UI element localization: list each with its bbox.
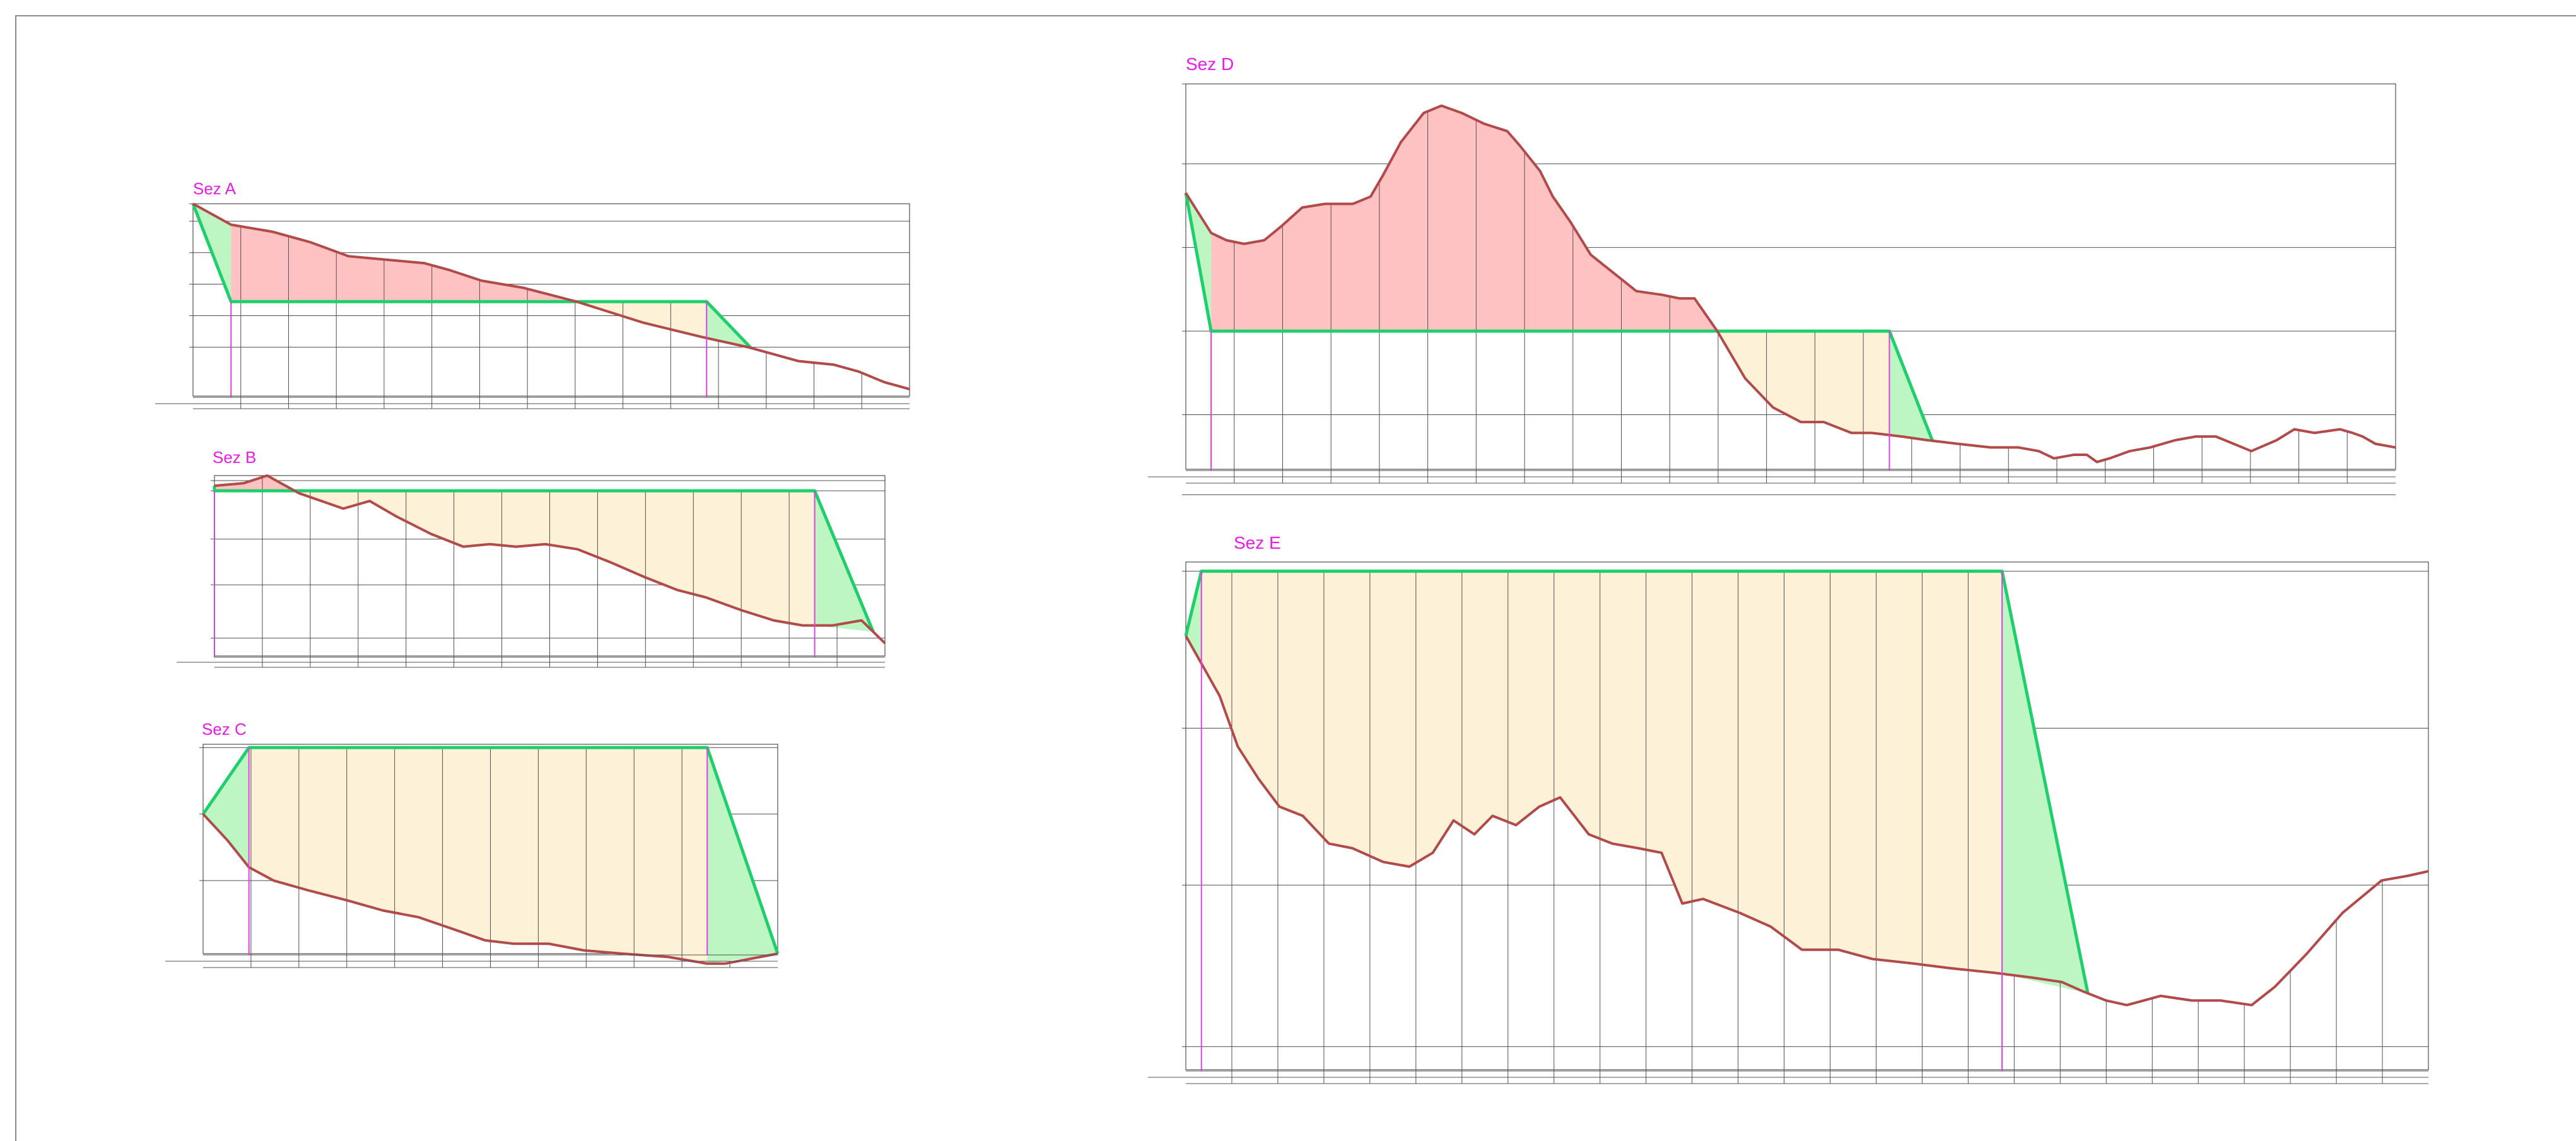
fill-area	[1201, 571, 2003, 974]
ground-profile-line	[202, 813, 778, 965]
project-profile-line	[213, 486, 875, 633]
section-b: Sez B	[177, 448, 886, 668]
drawing-frame	[15, 15, 2576, 1141]
ground-profile-line	[214, 474, 886, 645]
project-profile-line	[201, 746, 780, 954]
ground-profile-line	[1185, 635, 2429, 1007]
left-embankment	[203, 747, 249, 867]
section-a: Sez A	[155, 179, 910, 409]
section-title: Sez B	[213, 448, 256, 467]
section-c: Sez C	[165, 720, 780, 968]
section-e: Sez E	[1148, 533, 2429, 1084]
ground-profile-line	[1185, 104, 2396, 464]
section-title: Sez C	[202, 720, 247, 739]
fill-area	[249, 747, 708, 964]
cut-area	[231, 225, 707, 302]
section-title: Sez D	[1186, 54, 1234, 74]
section-title: Sez E	[1234, 533, 1281, 553]
project-profile-line	[1184, 192, 1935, 442]
section-d: Sez D	[1148, 54, 2396, 495]
project-profile-line	[1184, 570, 2090, 994]
fill-area	[1211, 331, 1890, 435]
fill-area	[231, 301, 707, 338]
fill-area	[214, 491, 815, 626]
cut-area	[1211, 105, 1890, 331]
project-profile-line	[191, 203, 752, 349]
section-title: Sez A	[193, 179, 237, 198]
plot-frame	[1185, 561, 2429, 1070]
ground-profile-line	[192, 202, 910, 390]
